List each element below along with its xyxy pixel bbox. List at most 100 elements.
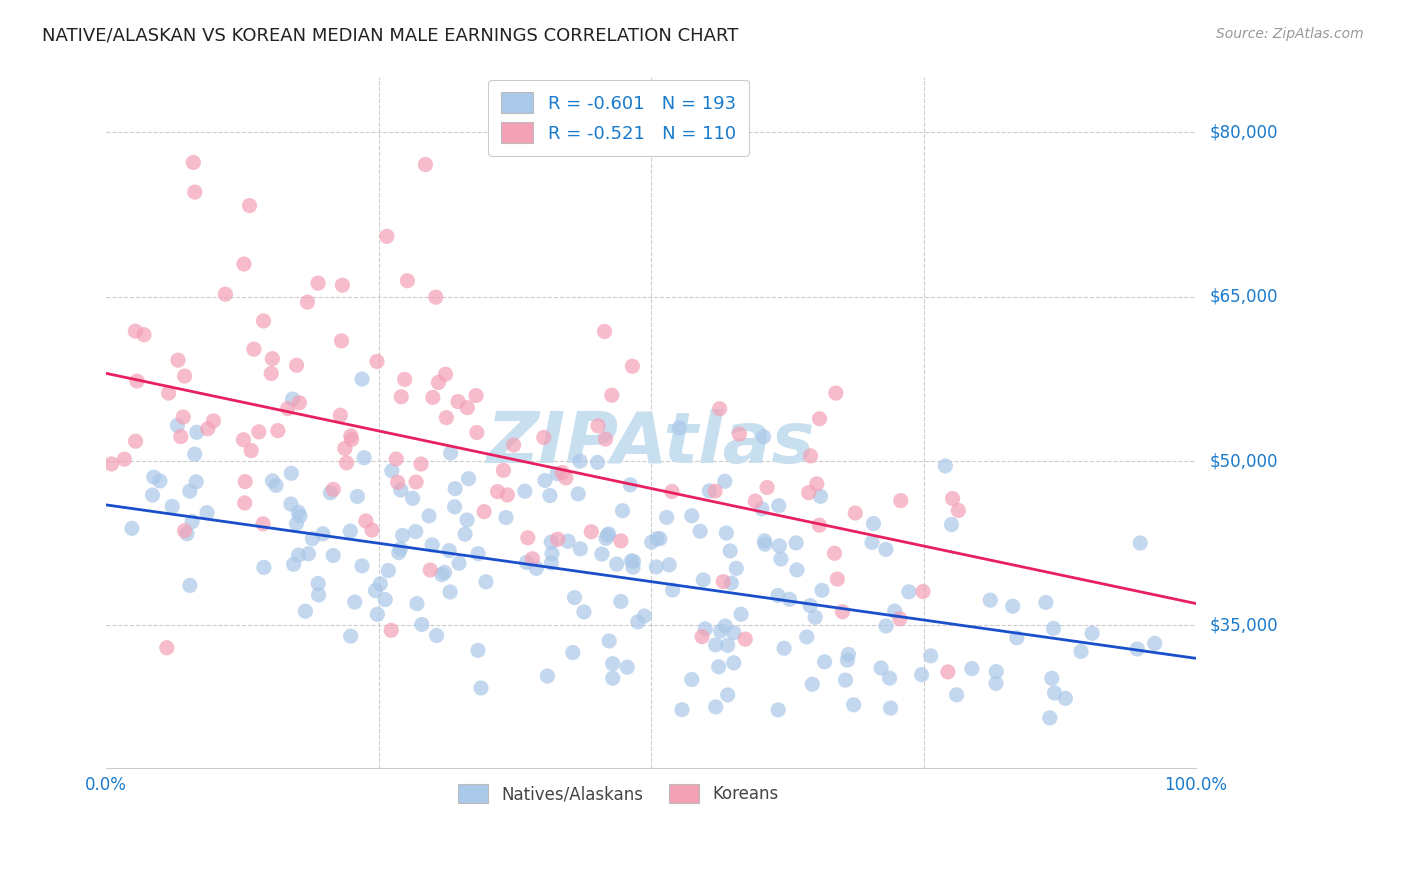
Text: ZIPAtlas: ZIPAtlas	[486, 409, 815, 478]
Point	[581, 524, 603, 539]
Point	[1035, 595, 1057, 609]
Point	[595, 532, 617, 546]
Point	[645, 532, 668, 546]
Point	[332, 278, 354, 293]
Point	[312, 526, 335, 541]
Point	[467, 643, 489, 657]
Point	[486, 484, 509, 499]
Point	[717, 638, 740, 652]
Point	[420, 538, 443, 552]
Point	[911, 584, 934, 599]
Point	[285, 358, 308, 372]
Point	[366, 607, 388, 622]
Point	[808, 411, 831, 425]
Point	[377, 564, 399, 578]
Point	[586, 418, 609, 433]
Point	[389, 483, 412, 497]
Point	[567, 487, 589, 501]
Point	[837, 653, 859, 667]
Point	[572, 605, 595, 619]
Point	[811, 583, 834, 598]
Point	[319, 485, 342, 500]
Point	[860, 535, 883, 549]
Point	[343, 595, 366, 609]
Point	[454, 527, 477, 541]
Point	[941, 491, 963, 506]
Point	[695, 622, 717, 636]
Text: Source: ZipAtlas.com: Source: ZipAtlas.com	[1216, 27, 1364, 41]
Point	[810, 489, 832, 503]
Point	[661, 484, 683, 499]
Text: $50,000: $50,000	[1211, 452, 1278, 470]
Point	[779, 592, 801, 607]
Point	[862, 516, 884, 531]
Point	[419, 563, 441, 577]
Point	[945, 688, 967, 702]
Point	[465, 425, 488, 440]
Point	[422, 391, 444, 405]
Point	[796, 630, 818, 644]
Point	[827, 572, 849, 586]
Point	[1129, 536, 1152, 550]
Point	[610, 594, 633, 608]
Point	[1126, 642, 1149, 657]
Point	[387, 475, 409, 490]
Point	[704, 699, 727, 714]
Point	[233, 496, 256, 510]
Point	[606, 557, 628, 571]
Point	[515, 556, 537, 570]
Point	[596, 528, 619, 542]
Point	[496, 488, 519, 502]
Point	[541, 547, 564, 561]
Point	[754, 533, 776, 548]
Point	[285, 516, 308, 531]
Text: $35,000: $35,000	[1211, 616, 1278, 634]
Point	[699, 483, 721, 498]
Point	[595, 432, 617, 446]
Point	[808, 518, 831, 533]
Point	[681, 673, 703, 687]
Point	[723, 625, 745, 640]
Point	[364, 583, 387, 598]
Point	[879, 701, 901, 715]
Point	[297, 547, 319, 561]
Point	[875, 619, 897, 633]
Point	[247, 425, 270, 439]
Point	[920, 648, 942, 663]
Point	[547, 533, 569, 547]
Point	[948, 503, 970, 517]
Point	[301, 532, 323, 546]
Point	[260, 367, 283, 381]
Point	[433, 566, 456, 580]
Point	[368, 577, 391, 591]
Point	[831, 605, 853, 619]
Point	[723, 656, 745, 670]
Point	[641, 535, 664, 549]
Point	[627, 615, 650, 629]
Point	[616, 660, 638, 674]
Point	[179, 484, 201, 499]
Point	[427, 376, 450, 390]
Point	[472, 505, 495, 519]
Point	[569, 454, 592, 468]
Point	[402, 491, 425, 506]
Point	[294, 604, 316, 618]
Point	[280, 467, 302, 481]
Point	[233, 257, 256, 271]
Point	[214, 287, 236, 301]
Point	[375, 229, 398, 244]
Point	[141, 488, 163, 502]
Point	[671, 703, 693, 717]
Point	[277, 401, 299, 416]
Point	[756, 481, 779, 495]
Point	[837, 648, 859, 662]
Point	[380, 624, 402, 638]
Point	[704, 484, 727, 499]
Point	[557, 534, 579, 549]
Point	[797, 485, 820, 500]
Point	[366, 354, 388, 368]
Point	[340, 433, 363, 447]
Point	[374, 592, 396, 607]
Point	[447, 557, 470, 571]
Point	[619, 478, 641, 492]
